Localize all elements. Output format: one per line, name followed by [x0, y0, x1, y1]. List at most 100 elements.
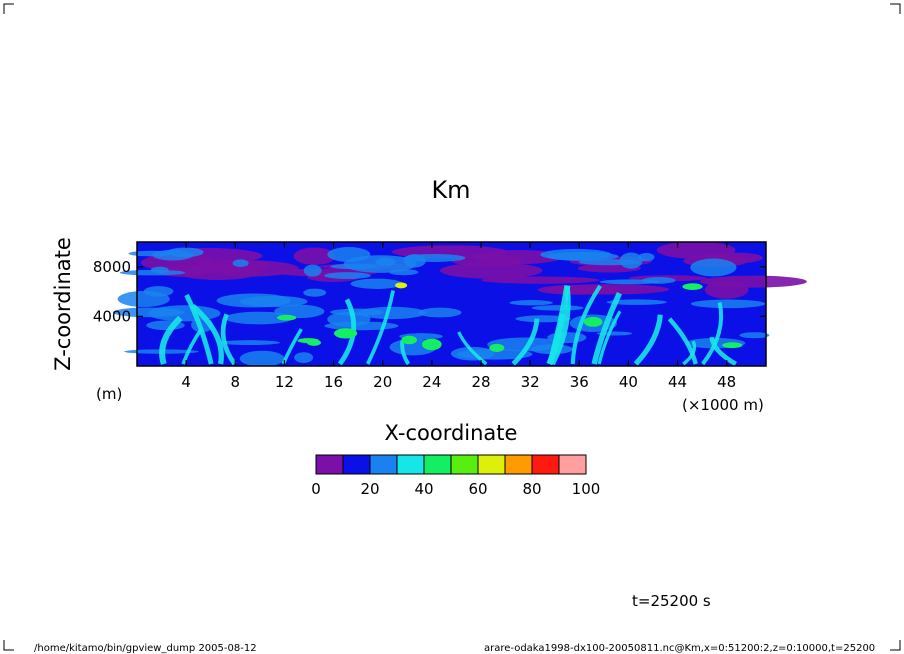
field-patch: [219, 340, 280, 346]
field-core: [421, 338, 442, 351]
corner-mark-top-left: [3, 3, 14, 14]
field-plume: [220, 313, 237, 366]
x-tick-label: 44: [668, 373, 687, 391]
colorbar-swatch: [531, 454, 560, 475]
x-tick-label: 20: [373, 373, 392, 391]
field-patch: [642, 276, 676, 284]
y-tick-label: 8000: [93, 258, 131, 276]
x-axis-ticks: 4 8 12 16 20 24 28 32 36 40 44 48: [181, 242, 736, 391]
colorbar-label: 60: [468, 480, 487, 498]
field-patch: [327, 311, 371, 327]
field-patch: [239, 350, 285, 367]
colorbar-label: 100: [572, 480, 601, 498]
field-patch: [375, 257, 396, 267]
colorbar-swatch: [504, 454, 533, 475]
corner-mark-bottom-right: [890, 640, 901, 651]
field-plume: [633, 314, 663, 366]
field-plume: [597, 310, 622, 365]
colorbar-swatch: [423, 454, 452, 475]
field-patch: [540, 248, 612, 261]
field-patch: [619, 252, 643, 269]
field-patch: [119, 269, 186, 276]
field-patch: [545, 284, 670, 295]
heatmap-field: [112, 241, 807, 367]
field-patch: [350, 278, 403, 289]
footer-right: arare-odaka1998-dx100-20050811.nc@Km,x=0…: [484, 643, 875, 654]
colorbar-swatch: [477, 454, 506, 475]
field-plume: [701, 302, 724, 366]
field-core: [489, 343, 505, 352]
field-patch: [739, 332, 770, 339]
x-tick-label: 24: [422, 373, 441, 391]
corner-marks: [3, 3, 901, 651]
colorbar-swatch: [396, 454, 425, 475]
field-patch: [357, 306, 426, 320]
field-patch: [294, 352, 314, 363]
y-axis-unit: (m): [96, 385, 122, 403]
colorbar-label: 0: [311, 480, 321, 498]
field-patch: [515, 315, 571, 323]
x-tick-label: 36: [570, 373, 589, 391]
corner-mark-top-right: [890, 3, 901, 14]
field-patch: [690, 299, 766, 309]
x-tick-label: 4: [181, 373, 191, 391]
time-label: t=25200 s: [632, 592, 711, 610]
field-plume: [709, 336, 737, 367]
colorbar-swatch: [342, 454, 371, 475]
field-patch: [224, 311, 293, 325]
field-patch: [293, 247, 336, 265]
field-patch: [324, 272, 371, 280]
field-patch: [531, 305, 584, 311]
x-tick-label: 8: [231, 373, 241, 391]
field-plume: [191, 304, 224, 365]
field-core: [297, 338, 320, 344]
field-patch: [439, 262, 543, 279]
field-core: [333, 328, 358, 339]
colorbar-label: 20: [360, 480, 379, 498]
field-patch: [480, 276, 600, 284]
x-axis-label: X-coordinate: [385, 421, 518, 445]
field-patch: [330, 263, 378, 270]
x-tick-label: 12: [275, 373, 294, 391]
field-patch: [418, 307, 462, 318]
field-plume: [570, 284, 602, 365]
x-axis-unit: (×1000 m): [682, 396, 764, 414]
field-plume: [667, 317, 698, 365]
field-plume: [550, 285, 571, 366]
field-plume: [546, 313, 566, 366]
field-core: [722, 342, 743, 349]
field-patch: [303, 288, 327, 297]
field-patch: [700, 275, 807, 288]
field-plume: [159, 315, 183, 365]
field-patch: [606, 299, 667, 305]
y-axis-label: Z-coordinate: [51, 237, 75, 371]
field-core: [682, 283, 703, 290]
field-patch: [487, 337, 562, 352]
field-plume: [511, 318, 540, 366]
field-core: [401, 335, 417, 345]
colorbar: 0 20 40 60 80 100: [311, 454, 601, 498]
field-core: [395, 282, 408, 289]
colorbar-swatch: [558, 454, 587, 475]
colorbar-swatch: [450, 454, 479, 475]
field-plume: [400, 340, 411, 366]
field-patch: [112, 307, 185, 318]
colorbar-label: 40: [414, 480, 433, 498]
field-patch: [166, 247, 204, 258]
corner-mark-bottom-left: [3, 640, 14, 651]
x-tick-label: 48: [717, 373, 736, 391]
y-tick-label: 4000: [93, 307, 131, 325]
colorbar-label: 80: [522, 480, 541, 498]
x-tick-label: 28: [471, 373, 490, 391]
field-patch: [239, 295, 308, 308]
colorbar-swatch: [315, 454, 344, 475]
field-core: [583, 316, 603, 327]
field-structures: [112, 241, 807, 367]
footer-left: /home/kitamo/bin/gpview_dump 2005-08-12: [34, 643, 257, 654]
field-patch: [303, 264, 322, 277]
field-patch: [509, 300, 553, 306]
field-patch: [456, 348, 533, 360]
x-tick-label: 16: [324, 373, 343, 391]
field-plume: [457, 331, 488, 366]
